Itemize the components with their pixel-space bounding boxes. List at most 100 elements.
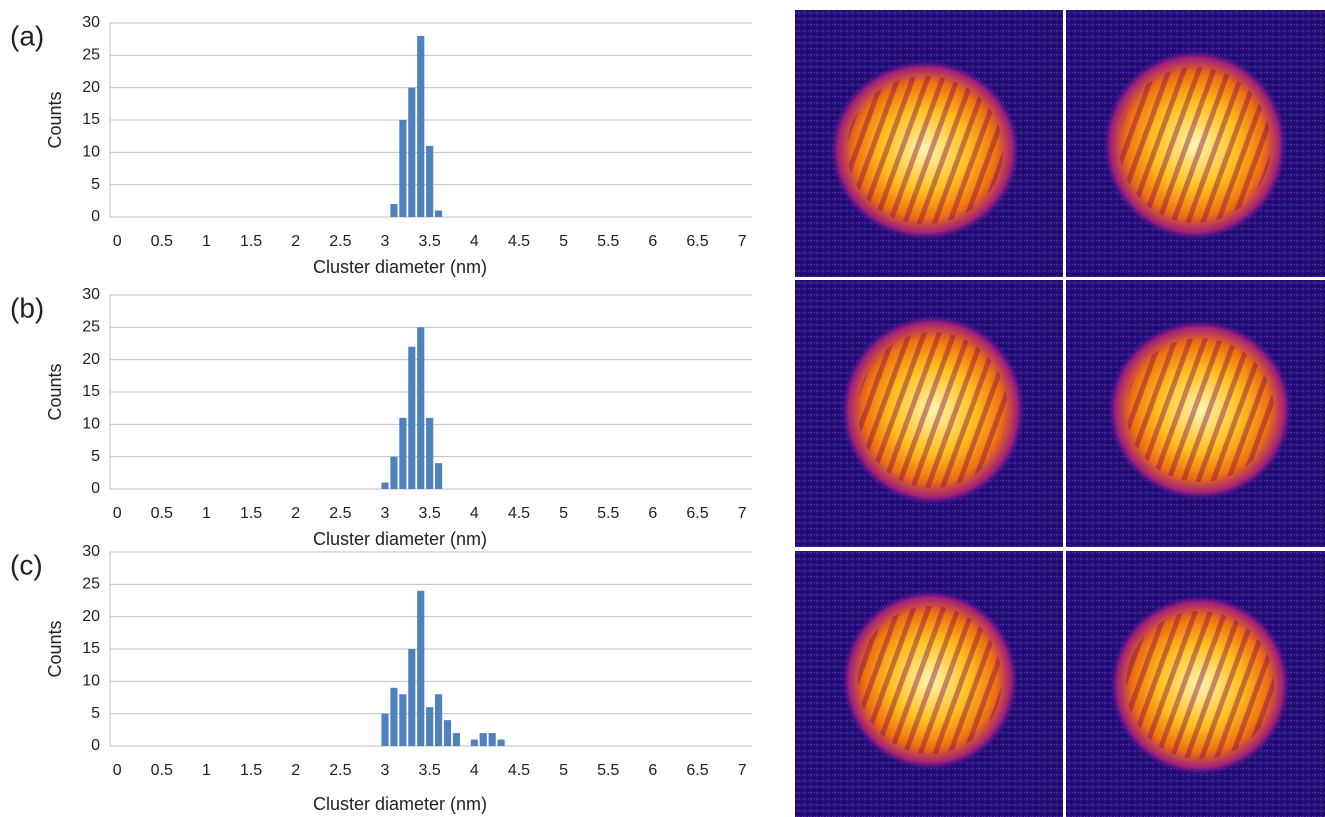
x-tick-label: 0.5 — [151, 505, 173, 522]
x-tick-label: 3.5 — [419, 505, 441, 522]
y-axis-label: Counts — [45, 620, 65, 677]
x-tick-label: 1.5 — [240, 233, 262, 250]
y-tick-label: 20 — [82, 351, 100, 368]
x-tick-label: 6 — [648, 233, 657, 250]
y-tick-label: 15 — [82, 111, 100, 128]
y-tick-label: 0 — [91, 737, 100, 754]
y-tick-label: 10 — [82, 144, 100, 161]
y-tick-label: 5 — [91, 448, 100, 465]
x-tick-label: 0.5 — [151, 233, 173, 250]
micrograph — [1066, 10, 1325, 277]
x-tick-label: 2 — [291, 762, 300, 779]
x-tick-label: 4 — [470, 505, 479, 522]
bar — [470, 739, 478, 746]
x-tick-label: 1 — [202, 762, 211, 779]
bar — [390, 687, 398, 746]
x-tick-label: 1 — [202, 233, 211, 250]
x-tick-label: 6.5 — [686, 233, 708, 250]
x-tick-label: 6 — [648, 762, 657, 779]
x-tick-label: 3.5 — [419, 762, 441, 779]
x-tick-label: 4.5 — [508, 505, 530, 522]
x-axis-label: Cluster diameter (nm) — [313, 257, 487, 277]
micrograph — [795, 551, 1063, 817]
bar — [452, 733, 461, 746]
y-tick-label: 25 — [82, 319, 100, 336]
bar — [408, 649, 416, 746]
x-tick-label: 6.5 — [686, 762, 708, 779]
bar — [497, 739, 505, 746]
x-tick-label: 7 — [738, 233, 747, 250]
x-tick-label: 7 — [738, 505, 747, 522]
y-tick-label: 15 — [82, 383, 100, 400]
y-tick-label: 10 — [82, 416, 100, 433]
x-tick-label: 3 — [381, 233, 390, 250]
x-tick-label: 6 — [648, 505, 657, 522]
y-tick-label: 5 — [91, 705, 100, 722]
x-tick-label: 4.5 — [508, 762, 530, 779]
x-tick-label: 0 — [113, 762, 122, 779]
x-tick-label: 2 — [291, 233, 300, 250]
x-tick-label: 5 — [559, 233, 568, 250]
x-axis-label: Cluster diameter (nm) — [313, 794, 487, 814]
x-tick-label: 2 — [291, 505, 300, 522]
y-tick-label: 10 — [82, 673, 100, 690]
x-tick-label: 2.5 — [329, 762, 351, 779]
panel-label: (c) — [10, 549, 43, 580]
bar — [390, 204, 398, 217]
bar — [426, 417, 434, 489]
bar — [417, 590, 425, 746]
x-tick-label: 1.5 — [240, 762, 262, 779]
y-tick-label: 25 — [82, 576, 100, 593]
y-tick-label: 0 — [91, 208, 100, 225]
y-tick-label: 30 — [82, 286, 100, 303]
y-tick-label: 15 — [82, 640, 100, 657]
x-tick-label: 4.5 — [508, 233, 530, 250]
bar — [426, 145, 434, 217]
x-tick-label: 1 — [202, 505, 211, 522]
bar — [381, 482, 389, 489]
y-tick-label: 25 — [82, 47, 100, 64]
x-tick-label: 0.5 — [151, 762, 173, 779]
panel-label: (a) — [10, 20, 44, 51]
y-tick-label: 30 — [82, 14, 100, 31]
y-tick-label: 30 — [82, 543, 100, 560]
bar — [399, 120, 407, 217]
y-axis-label: Counts — [45, 91, 65, 148]
bar — [435, 694, 443, 746]
bar — [443, 720, 452, 746]
micrograph — [1066, 280, 1325, 547]
x-axis-label: Cluster diameter (nm) — [313, 529, 487, 549]
x-tick-label: 2.5 — [329, 505, 351, 522]
x-tick-label: 5 — [559, 762, 568, 779]
panel-label: (b) — [10, 292, 44, 323]
x-tick-label: 4 — [470, 762, 479, 779]
x-tick-label: 3.5 — [419, 233, 441, 250]
y-tick-label: 0 — [91, 480, 100, 497]
x-tick-label: 5.5 — [597, 233, 619, 250]
x-tick-label: 0 — [113, 505, 122, 522]
x-tick-label: 5 — [559, 505, 568, 522]
micrograph — [1066, 551, 1325, 817]
x-tick-label: 0 — [113, 233, 122, 250]
x-tick-label: 6.5 — [686, 505, 708, 522]
bar — [426, 707, 434, 746]
bar — [417, 35, 425, 217]
bar — [399, 417, 407, 489]
bar — [381, 713, 389, 746]
micrograph — [795, 10, 1063, 277]
y-tick-label: 20 — [82, 79, 100, 96]
x-tick-label: 3 — [381, 505, 390, 522]
x-tick-label: 7 — [738, 762, 747, 779]
bar — [488, 733, 496, 746]
bar — [399, 694, 407, 746]
x-tick-label: 5.5 — [597, 762, 619, 779]
x-tick-label: 1.5 — [240, 505, 262, 522]
bar — [408, 87, 416, 218]
y-axis-label: Counts — [45, 363, 65, 420]
y-tick-label: 5 — [91, 176, 100, 193]
bar — [479, 733, 487, 746]
micrograph — [795, 280, 1063, 547]
bar — [417, 327, 425, 489]
x-tick-label: 5.5 — [597, 505, 619, 522]
